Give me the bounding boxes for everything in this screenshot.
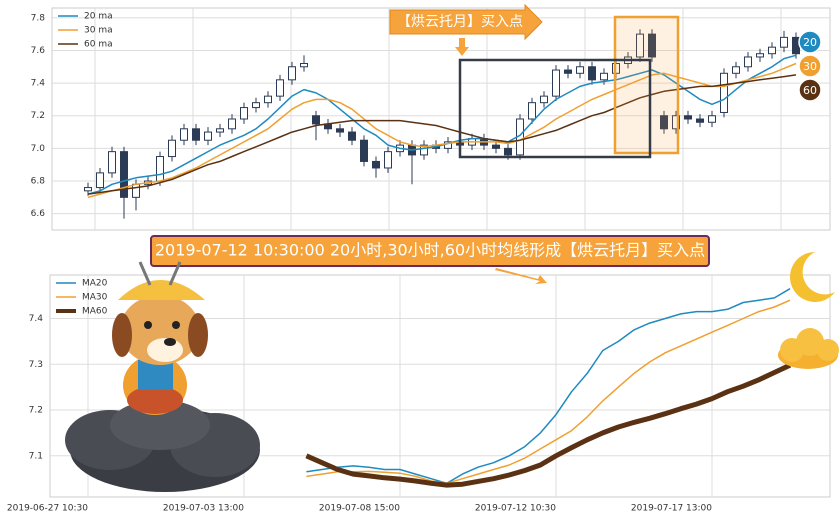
candle-body (336, 128, 344, 133)
y-tick-label: 7.2 (31, 111, 45, 121)
candle-body (108, 151, 116, 174)
candle-body (672, 115, 680, 130)
candle-body (132, 183, 140, 198)
candle-body (768, 46, 776, 55)
y-tick-label: 7.8 (31, 13, 46, 23)
candle-body (792, 36, 800, 55)
ma-badge-label: 60 (803, 84, 817, 97)
candle-body (732, 66, 740, 74)
legend-label: 30 ma (84, 26, 113, 36)
candle-body (504, 147, 512, 156)
candle-body (360, 139, 368, 162)
candle-body (648, 33, 656, 58)
candle-body (168, 139, 176, 158)
x-tick-label: 2019-07-03 13:00 (163, 504, 244, 514)
ma-badge (798, 30, 822, 54)
annotation-arrow (389, 3, 543, 41)
legend-label: MA30 (82, 293, 108, 303)
x-tick-label: 2019-07-08 15:00 (319, 504, 400, 514)
y-tick-label: 7.6 (31, 46, 46, 56)
legend-label: 20 ma (84, 12, 113, 22)
candle-body (96, 172, 104, 189)
x-tick-label: 2019-07-12 10:30 (475, 504, 556, 514)
candle-body (192, 128, 200, 141)
ma-badge-label: 30 (803, 60, 817, 73)
ma-line (305, 362, 792, 488)
candle-body (372, 160, 380, 169)
candle-body (216, 128, 224, 133)
candle-body (156, 156, 164, 182)
candle-body (384, 151, 392, 169)
layers: 6.6 6.8 7.0 7.2 7.4 7.6 7.8 20 30 60 20 ma 30 ma 60 … (7, 12, 830, 514)
ma-badge (798, 78, 822, 102)
pattern-box (458, 58, 652, 159)
annotation: 【烘云托月】买入点 (397, 14, 523, 30)
y-tick-label: 7.0 (31, 144, 46, 154)
candle-body (540, 95, 548, 104)
candle-body (552, 69, 560, 97)
y-tick-label: 6.6 (31, 209, 46, 219)
y-tick-label: 7.4 (29, 314, 44, 324)
candle-body (252, 102, 260, 109)
banner-text: 2019-07-12 10:30:00 20小时,30小时,60小时均线形成【烘… (155, 241, 705, 260)
candle-body (204, 131, 212, 141)
pointer (495, 268, 547, 284)
x-tick-label: 2019-06-27 10:30 (7, 504, 88, 514)
candle-body (780, 36, 788, 48)
candle-body (528, 102, 536, 120)
y-tick-label: 7.3 (29, 360, 43, 370)
ma-badge (798, 54, 822, 78)
candle-body (264, 95, 272, 104)
candle-body (348, 131, 356, 141)
candle-body (720, 72, 728, 113)
legend-label: MA20 (82, 279, 108, 289)
candle-body (588, 66, 596, 81)
golden-cloud (778, 328, 839, 369)
candle-body (756, 53, 764, 58)
y-tick-label: 6.8 (31, 177, 46, 187)
candle-body (312, 115, 320, 125)
candle-body (564, 69, 572, 74)
candle-body (492, 144, 500, 149)
candle-body (420, 144, 428, 156)
banner (150, 235, 710, 267)
candle-body (288, 66, 296, 81)
candle-body (660, 115, 668, 130)
candle-body (84, 187, 92, 192)
x-tick-label: 2019-07-17 13:00 (631, 504, 712, 514)
candle-body (240, 107, 248, 120)
mascot (65, 261, 260, 492)
y-tick-label: 7.4 (31, 79, 46, 89)
candle-body (180, 128, 188, 141)
candle-body (684, 115, 692, 120)
ma-line (306, 299, 791, 485)
y-tick-label: 7.2 (29, 406, 43, 416)
highlight-box (613, 15, 680, 155)
candle-body (636, 33, 644, 58)
ma-line (306, 288, 791, 485)
ma-badge-label: 20 (803, 36, 817, 49)
candle-body (744, 56, 752, 68)
legend-label: MA60 (82, 307, 108, 317)
candle-body (696, 118, 704, 123)
moon (790, 252, 835, 303)
candle-body (708, 115, 716, 123)
candle-body (276, 79, 284, 97)
candle-body (120, 151, 128, 198)
candle-body (600, 72, 608, 81)
legend-label: 60 ma (84, 40, 113, 50)
y-tick-label: 7.1 (29, 451, 43, 461)
down-arrow (455, 38, 469, 56)
candle-body (576, 66, 584, 74)
candle-body (228, 118, 236, 130)
candle-body (300, 63, 308, 68)
